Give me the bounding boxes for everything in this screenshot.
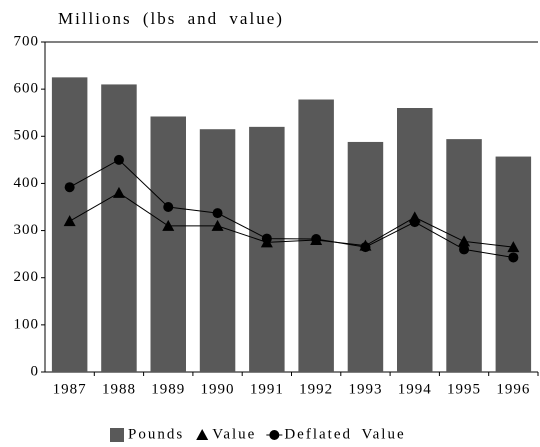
bar <box>446 139 482 372</box>
x-tick-label: 1989 <box>151 381 185 397</box>
marker-circle <box>113 154 124 165</box>
marker-circle <box>261 233 272 244</box>
x-tick-label: 1992 <box>299 381 333 397</box>
x-tick-label: 1993 <box>348 381 382 397</box>
marker-triangle <box>162 219 175 231</box>
y-tick-label: 700 <box>14 33 40 49</box>
legend-label: Deflated Value <box>284 426 405 442</box>
legend-swatch <box>110 428 124 442</box>
x-tick-label: 1995 <box>447 381 481 397</box>
bar <box>495 156 532 372</box>
marker-circle <box>508 252 519 263</box>
y-tick-label: 500 <box>14 128 40 144</box>
legend-marker <box>196 429 209 440</box>
marker-triangle <box>507 241 520 253</box>
bar <box>199 129 236 372</box>
marker-circle <box>360 242 371 253</box>
x-tick-label: 1987 <box>53 381 87 397</box>
legend-label: Pounds <box>128 426 184 442</box>
bar <box>150 116 186 372</box>
marker-circle <box>459 244 470 255</box>
y-tick-label: 0 <box>31 363 40 379</box>
bar <box>101 84 137 372</box>
marker-circle <box>163 202 174 212</box>
marker-triangle <box>63 215 76 227</box>
line <box>69 159 514 258</box>
marker-triangle <box>458 235 471 247</box>
line <box>69 192 514 248</box>
x-tick-label: 1990 <box>201 381 235 397</box>
bar <box>249 126 285 372</box>
y-tick-label: 400 <box>14 175 40 191</box>
legend-label: Value <box>212 426 256 442</box>
y-tick-label: 600 <box>14 81 40 97</box>
marker-circle <box>409 217 420 228</box>
marker-circle <box>311 234 322 245</box>
x-tick-label: 1994 <box>398 381 432 397</box>
x-tick-label: 1996 <box>496 381 530 397</box>
x-tick-label: 1991 <box>250 381 284 397</box>
chart-title: Millions (lbs and value) <box>58 9 284 28</box>
marker-circle <box>212 208 223 219</box>
x-tick-label: 1988 <box>102 381 136 397</box>
bar <box>397 108 433 372</box>
marker-triangle <box>112 186 125 198</box>
bar <box>347 141 384 372</box>
y-tick-label: 100 <box>14 316 40 332</box>
marker-circle <box>64 182 75 193</box>
legend-marker <box>269 430 280 440</box>
y-tick-label: 200 <box>14 269 40 285</box>
y-tick-label: 300 <box>14 222 40 238</box>
marker-triangle <box>211 219 224 231</box>
